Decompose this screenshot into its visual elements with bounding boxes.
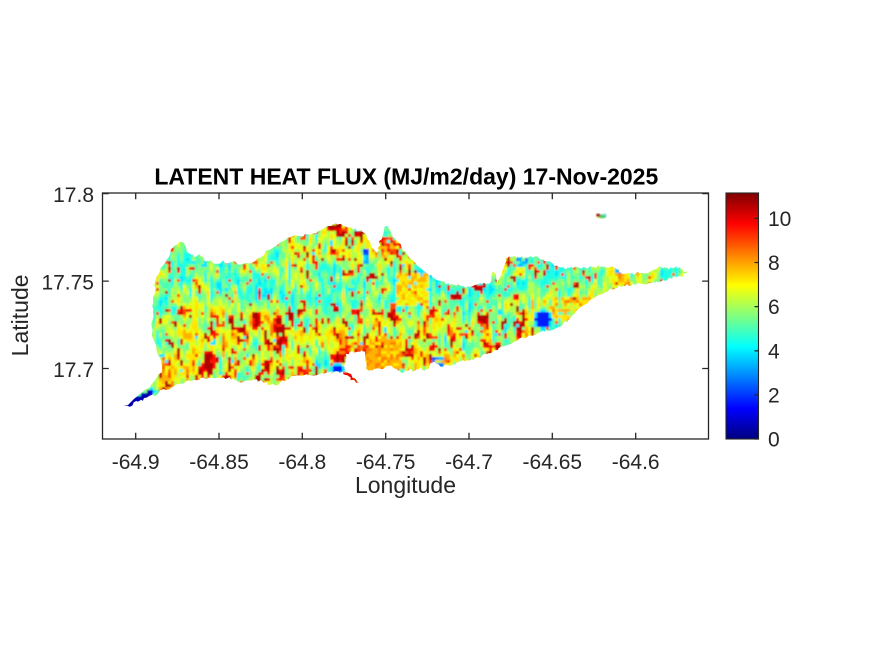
svg-text:8: 8	[768, 252, 780, 275]
svg-text:10: 10	[768, 208, 791, 231]
svg-text:-64.75: -64.75	[356, 451, 416, 474]
svg-text:Latitude: Latitude	[7, 274, 33, 356]
svg-text:-64.65: -64.65	[523, 451, 583, 474]
svg-text:-64.8: -64.8	[278, 451, 326, 474]
svg-text:-64.6: -64.6	[612, 451, 660, 474]
svg-text:17.7: 17.7	[53, 359, 94, 382]
svg-text:LATENT HEAT FLUX (MJ/m2/day) 1: LATENT HEAT FLUX (MJ/m2/day) 17-Nov-2025	[154, 163, 658, 189]
svg-text:-64.9: -64.9	[112, 451, 160, 474]
svg-text:17.8: 17.8	[53, 184, 94, 207]
svg-text:-64.85: -64.85	[189, 451, 249, 474]
svg-text:4: 4	[768, 340, 780, 363]
svg-text:0: 0	[768, 429, 780, 452]
svg-text:Longitude: Longitude	[355, 472, 456, 498]
svg-text:17.75: 17.75	[41, 272, 94, 295]
svg-text:-64.7: -64.7	[445, 451, 493, 474]
svg-text:6: 6	[768, 296, 780, 319]
svg-text:2: 2	[768, 385, 780, 408]
